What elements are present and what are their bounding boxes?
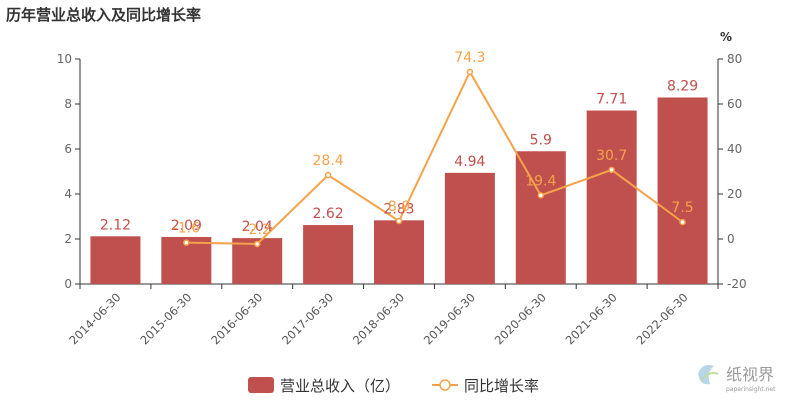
revenue-bar: [374, 220, 424, 284]
watermark-text: 纸视界: [726, 365, 774, 384]
revenue-bar-label: 2.09: [171, 218, 202, 234]
x-tick-label: 2014-06-30: [66, 290, 123, 347]
legend-growth-label: 同比增长率: [464, 377, 539, 395]
x-tick-label: 2016-06-30: [208, 290, 265, 347]
y-right-unit: %: [720, 30, 732, 44]
legend: 营业总收入（亿） 同比增长率: [248, 377, 539, 395]
x-tick-label: 2017-06-30: [279, 290, 336, 347]
y-right-tick-label: -20: [727, 277, 747, 291]
legend-revenue-label: 营业总收入（亿）: [280, 377, 400, 395]
x-tick-label: 2019-06-30: [421, 290, 478, 347]
growth-rate-label: 7.5: [671, 200, 693, 216]
revenue-bar: [444, 172, 495, 284]
revenue-bar: [90, 236, 141, 284]
growth-rate-label: 8.0: [388, 199, 410, 215]
growth-rate-point: [395, 217, 403, 225]
revenue-bar-label: 2.62: [313, 206, 344, 222]
revenue-bar-label: 8.29: [667, 78, 698, 94]
y-left-tick-label: 6: [64, 142, 72, 156]
watermark-subtext: paperinsight.net: [726, 386, 776, 393]
revenue-bar-label: 7.71: [596, 92, 627, 108]
revenue-bar: [657, 97, 708, 284]
growth-rate-label: 28.4: [313, 153, 344, 169]
growth-rate-label: 30.7: [596, 148, 627, 164]
y-right-tick-label: 40: [727, 142, 742, 156]
revenue-bar-label: 2.83: [383, 201, 414, 217]
data-labels: 2.12 2.09 2.04 2.62 2.83 4.94 5.9 7.71 8.29 -1.6 -…: [100, 50, 698, 238]
revenue-bar: [303, 225, 354, 284]
growth-rate-point: [324, 171, 332, 179]
legend-growth-marker: [439, 379, 451, 391]
x-tick-label: 2015-06-30: [137, 290, 194, 347]
y-left-tick-label: 8: [64, 97, 72, 111]
growth-rate-label: -1.6: [173, 221, 200, 237]
revenue-bar-label: 2.12: [100, 217, 131, 233]
growth-rate-point: [679, 218, 686, 226]
growth-rate-point: [253, 240, 261, 248]
x-tick-label: 2018-06-30: [350, 290, 407, 347]
y-right-tick-label: 20: [727, 187, 742, 201]
x-tick-label: 2022-06-30: [634, 290, 691, 347]
growth-rate-label: 74.3: [454, 50, 485, 66]
y-right-tick-label: 60: [727, 97, 742, 111]
growth-rate-line: [186, 69, 684, 245]
legend-revenue-swatch: [248, 377, 274, 393]
growth-rate-point: [608, 166, 615, 174]
growth-rate-label: -2.2: [244, 222, 271, 238]
y-left-tick-label: 4: [64, 187, 72, 201]
watermark-logo: 纸视界 paperinsight.net: [698, 365, 776, 393]
revenue-bar: [586, 110, 637, 285]
revenue-bar: [515, 151, 566, 284]
axes: 0 2 4 6 8 10 -20 0 20 40 60 80% 2014-06-30 2015-06-30…: [57, 30, 747, 347]
growth-line: [183, 68, 686, 248]
revenue-bar-label: 4.94: [454, 154, 485, 170]
y-right-tick-label: 80: [727, 52, 742, 66]
growth-rate-point: [183, 239, 190, 246]
x-tick-label: 2021-06-30: [563, 290, 620, 347]
growth-rate-point: [537, 192, 545, 199]
x-tick-label: 2020-06-30: [492, 290, 549, 347]
y-left-tick-label: 10: [57, 52, 72, 66]
y-left-tick-label: 2: [64, 232, 72, 246]
revenue-bar-label: 2.04: [242, 219, 273, 235]
growth-rate-label: 19.4: [525, 173, 556, 189]
y-left-tick-label: 0: [64, 277, 72, 291]
revenue-bar-label: 5.9: [530, 132, 552, 148]
chart-title: 历年营业总收入及同比增长率: [6, 6, 202, 24]
y-right-tick-label: 0: [727, 232, 735, 246]
bars: [90, 97, 708, 285]
growth-rate-point: [466, 68, 474, 76]
